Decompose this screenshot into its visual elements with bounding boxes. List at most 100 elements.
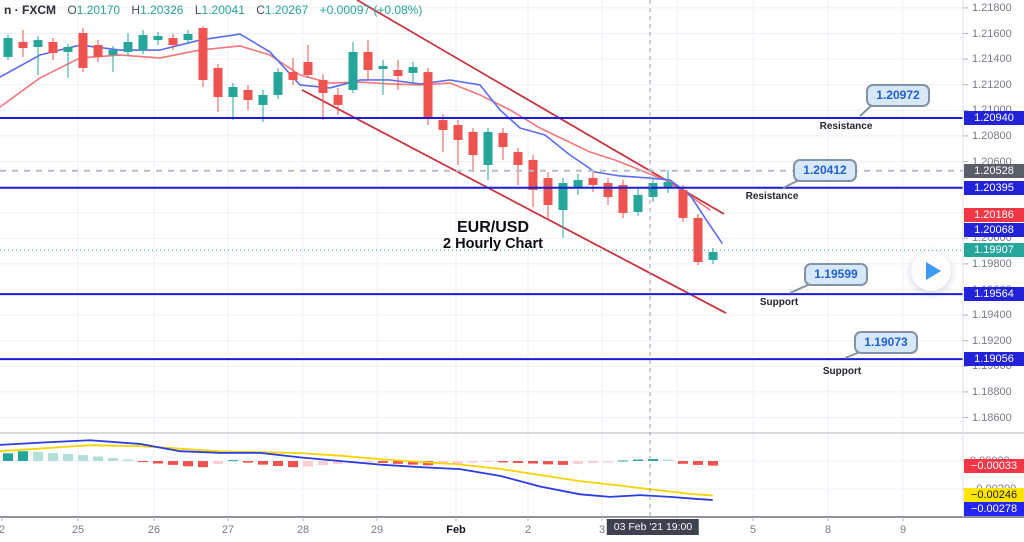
macd-line	[0, 439, 713, 501]
candle-body	[303, 61, 313, 75]
macd-histogram-bar	[528, 461, 538, 464]
candle-body	[513, 152, 523, 165]
candle-body	[198, 28, 208, 80]
channel-line-lower[interactable]	[301, 89, 727, 314]
candle-body	[48, 41, 58, 53]
candle-body	[468, 131, 478, 155]
macd-histogram-bar	[603, 461, 613, 463]
candle-body	[393, 70, 403, 77]
macd-histogram-bar	[183, 461, 193, 467]
play-icon	[925, 262, 941, 280]
macd-histogram-bar	[318, 461, 328, 466]
candle-body	[498, 132, 508, 148]
price-callout-2[interactable]: 1.20412	[793, 159, 857, 182]
macd-histogram-bar	[663, 459, 673, 461]
symbol-name: n · FXCM	[4, 3, 56, 17]
symbol-legend: n · FXCM O1.20170 H1.20326 L1.20041 C1.2…	[4, 3, 422, 17]
support-label-2: Support	[822, 366, 862, 377]
macd-histogram-bar	[333, 461, 343, 465]
macd-histogram-bar	[243, 461, 253, 463]
macd-histogram-bar	[63, 454, 73, 461]
low-label: L	[194, 3, 202, 17]
candle-body	[603, 183, 613, 197]
macd-signal-line	[0, 444, 713, 497]
macd-histogram-bar	[18, 451, 28, 461]
candle-body	[258, 94, 268, 105]
macd-histogram-bar	[678, 461, 688, 464]
close-value: 1.20267	[264, 3, 309, 17]
candle-body	[483, 131, 493, 165]
macd-histogram-bar	[363, 461, 373, 463]
macd-histogram-bar	[258, 461, 268, 465]
ma-line-red	[0, 45, 711, 211]
macd-histogram-bar	[498, 461, 508, 463]
candle-body	[33, 40, 43, 47]
macd-histogram-bar	[3, 453, 13, 461]
crosshair-time-badge: 03 Feb '21 19:00	[606, 519, 700, 535]
low-value: 1.20041	[201, 3, 245, 17]
candle-body	[153, 35, 163, 41]
macd-histogram-bar	[303, 461, 313, 467]
macd-histogram-bar	[648, 459, 658, 461]
high-label: H	[131, 3, 141, 17]
macd-histogram-bar	[543, 461, 553, 465]
candle-body	[588, 178, 598, 185]
candle-body	[288, 72, 298, 80]
candle-body	[708, 252, 718, 260]
candle-body	[3, 38, 13, 57]
replay-play-button[interactable]	[911, 251, 951, 291]
candle-body	[183, 34, 193, 41]
callout-tail	[859, 104, 873, 117]
candle-body	[213, 67, 223, 98]
candle-body	[633, 194, 643, 212]
candle-body	[453, 125, 463, 141]
macd-histogram-bar	[708, 461, 718, 466]
macd-histogram-bar	[168, 461, 178, 465]
macd-histogram-bar	[453, 461, 463, 464]
candle-body	[363, 51, 373, 70]
timeframe-title: 2 Hourly Chart	[443, 236, 543, 252]
macd-histogram-bar	[633, 459, 643, 461]
macd-histogram-bar	[573, 461, 583, 464]
candle-body	[528, 159, 538, 190]
macd-histogram-bar	[93, 456, 103, 461]
macd-histogram-bar	[558, 461, 568, 465]
candle-body	[558, 183, 568, 211]
macd-histogram-bar	[153, 461, 163, 464]
candle-body	[573, 179, 583, 187]
ma-line-blue	[0, 33, 723, 244]
price-callout-1[interactable]: 1.20972	[866, 84, 930, 107]
candle-body	[408, 67, 418, 73]
macd-histogram-bar	[588, 461, 598, 463]
macd-histogram-bar	[78, 455, 88, 461]
candle-body	[378, 66, 388, 69]
candle-body	[438, 120, 448, 131]
candle-body	[108, 50, 118, 56]
candle-body	[678, 189, 688, 218]
macd-histogram-bar	[618, 460, 628, 462]
candle-body	[333, 94, 343, 105]
resistance-label-1: Resistance	[819, 121, 873, 132]
macd-histogram-bar	[108, 457, 118, 461]
macd-histogram-bar	[33, 451, 43, 461]
candle-body	[93, 45, 103, 57]
macd-histogram-bar	[213, 461, 223, 464]
pair-title: EUR/USD	[456, 219, 529, 236]
price-callout-3[interactable]: 1.19599	[804, 263, 868, 286]
macd-histogram-bar	[138, 461, 148, 463]
resistance-label-2: Resistance	[745, 191, 799, 202]
macd-histogram-bar	[198, 461, 208, 468]
candle-body	[648, 183, 658, 197]
candle-body	[18, 41, 28, 48]
open-label: O	[67, 3, 77, 17]
macd-histogram-bar	[378, 461, 388, 463]
price-callout-4[interactable]: 1.19073	[854, 331, 918, 354]
callout-tail	[789, 283, 811, 294]
candle-body	[318, 79, 328, 94]
candle-body	[63, 46, 73, 52]
macd-histogram-bar	[288, 461, 298, 468]
candle-body	[423, 72, 433, 118]
open-value: 1.20170	[76, 3, 121, 17]
